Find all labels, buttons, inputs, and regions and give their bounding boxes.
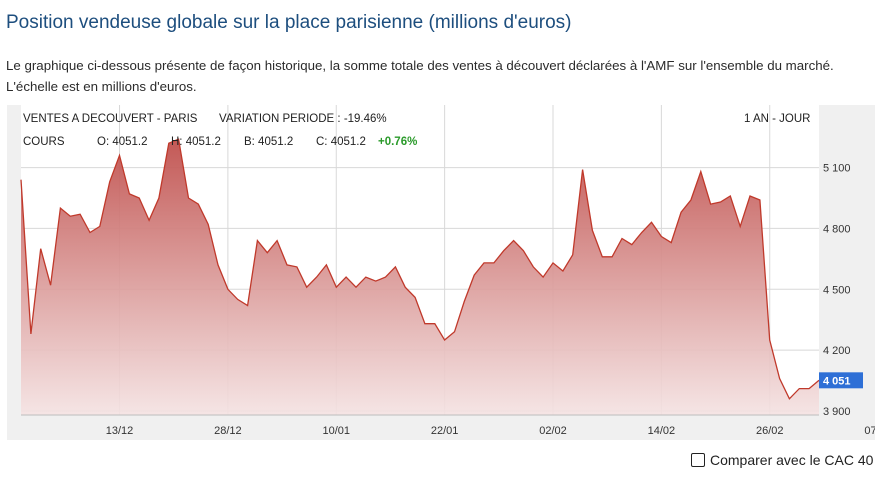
- low-value: B: 4051.2: [244, 136, 294, 148]
- x-tick-label: 26/02: [756, 425, 784, 437]
- x-tick-label: 07/03: [864, 425, 875, 437]
- change-percent: +0.76%: [378, 136, 418, 148]
- y-tick-label: 4 800: [823, 223, 851, 235]
- series-name: VENTES A DECOUVERT - PARIS: [23, 113, 198, 125]
- compare-cac40-toggle[interactable]: Comparer avec le CAC 40: [691, 452, 873, 468]
- open-value: O: 4051.2: [97, 136, 148, 148]
- period-variation: VARIATION PERIODE : -19.46%: [219, 113, 387, 125]
- high-value: H: 4051.2: [171, 136, 221, 148]
- y-tick-label: 4 200: [823, 345, 851, 357]
- cours-label: COURS: [23, 136, 65, 148]
- last-value-label: 4 051: [823, 375, 851, 387]
- y-tick-label: 3 900: [823, 406, 851, 418]
- x-tick-label: 22/01: [431, 425, 459, 437]
- x-tick-label: 10/01: [322, 425, 350, 437]
- x-tick-label: 28/12: [214, 425, 242, 437]
- y-tick-label: 4 500: [823, 284, 851, 296]
- compare-label: Comparer avec le CAC 40: [710, 452, 874, 468]
- x-tick-label: 02/02: [539, 425, 567, 437]
- y-tick-label: 5 100: [823, 163, 851, 175]
- chart-description: Le graphique ci-dessous présente de faço…: [6, 58, 834, 94]
- page-title: Position vendeuse globale sur la place p…: [6, 12, 572, 33]
- x-tick-label: 13/12: [106, 425, 134, 437]
- short-position-area-chart[interactable]: 3 900 4 200 4 500 4 800 5 100 13/12 28/12 10/01…: [7, 105, 875, 440]
- close-value: C: 4051.2: [316, 136, 366, 148]
- series-area: [21, 139, 819, 415]
- last-value-badge: [819, 372, 863, 389]
- x-tick-label: 14/02: [648, 425, 676, 437]
- series-line: [20, 138, 820, 400]
- compare-checkbox[interactable]: [691, 453, 705, 467]
- period-selector[interactable]: 1 AN - JOUR: [744, 113, 811, 125]
- chart-panel: 3 900 4 200 4 500 4 800 5 100 13/12 28/12 10/01…: [7, 105, 875, 440]
